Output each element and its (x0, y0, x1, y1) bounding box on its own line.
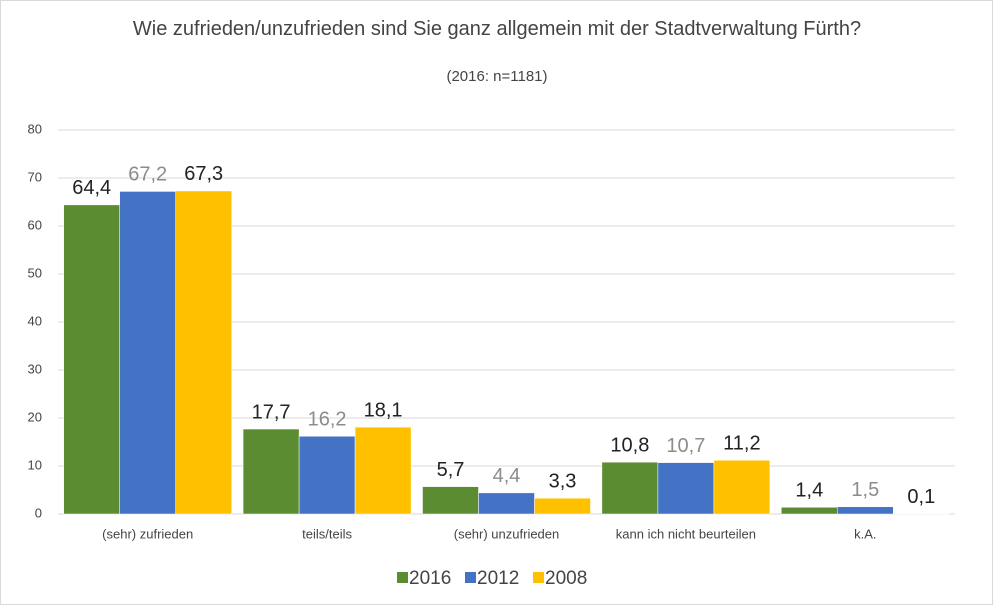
y-tick-label: 60 (28, 217, 42, 232)
data-label: 16,2 (308, 409, 347, 431)
legend-label: 2008 (545, 568, 587, 589)
y-tick-label: 70 (28, 169, 42, 184)
data-label: 1,4 (795, 480, 823, 502)
data-label: 10,8 (610, 434, 649, 456)
data-label: 18,1 (364, 399, 403, 421)
x-tick-label: (sehr) unzufrieden (454, 526, 560, 541)
y-tick-label: 30 (28, 361, 42, 376)
data-label: 1,5 (851, 479, 879, 501)
bar (837, 506, 894, 515)
x-tick-label: kann ich nicht beurteilen (616, 526, 756, 541)
y-tick-label: 20 (28, 409, 42, 424)
data-label: 17,7 (252, 401, 291, 423)
y-tick-label: 40 (28, 313, 42, 328)
data-label: 67,2 (128, 164, 167, 186)
bar (354, 426, 412, 515)
x-tick-label: (sehr) zufrieden (102, 526, 193, 541)
y-tick-label: 0 (35, 505, 42, 520)
y-tick-label: 50 (28, 265, 42, 280)
bar (298, 435, 356, 515)
bar (119, 191, 176, 515)
bar (63, 204, 120, 515)
chart-subtitle: (2016: n=1181) (446, 68, 548, 85)
bar (781, 507, 838, 515)
bar (534, 497, 591, 515)
legend-label: 2012 (477, 568, 519, 589)
y-tick-label: 80 (28, 121, 42, 136)
data-label: 67,3 (184, 163, 223, 185)
data-label: 10,7 (666, 435, 705, 457)
legend-swatch (397, 572, 408, 583)
bar (478, 492, 535, 515)
data-label: 3,3 (549, 470, 577, 492)
legend-label: 2016 (409, 568, 451, 589)
bar (175, 190, 232, 515)
data-label: 11,2 (723, 433, 760, 455)
data-label: 4,4 (493, 465, 521, 487)
data-label: 0,1 (907, 486, 935, 508)
y-tick-label: 10 (28, 457, 42, 472)
bar (601, 461, 659, 515)
bar (713, 459, 771, 515)
bar (422, 486, 479, 515)
x-tick-label: k.A. (854, 526, 876, 541)
data-label: 64,4 (72, 177, 111, 199)
chart-title: Wie zufrieden/unzufrieden sind Sie ganz … (132, 18, 862, 40)
bar (657, 462, 715, 515)
data-label: 5,7 (437, 459, 465, 481)
legend-swatch (465, 572, 476, 583)
legend-swatch (533, 572, 544, 583)
bar (242, 428, 300, 515)
x-tick-label: teils/teils (302, 526, 352, 541)
